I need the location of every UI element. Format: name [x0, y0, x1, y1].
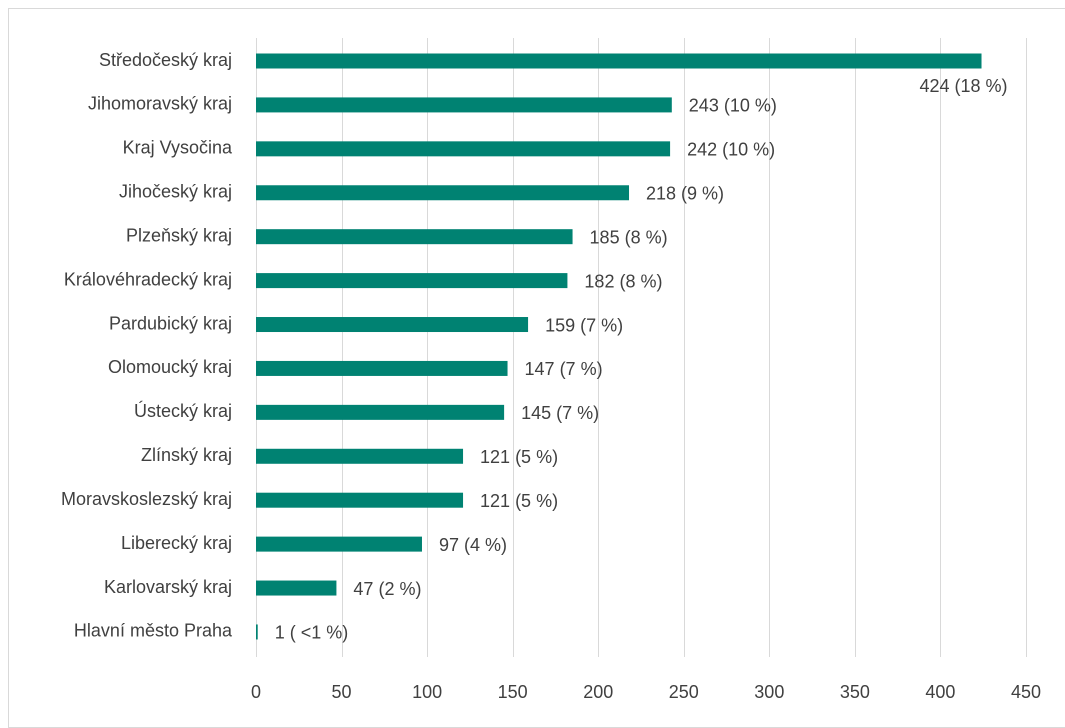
bar: [256, 580, 337, 596]
bars: [256, 53, 982, 640]
data-label: 47 (2 %): [353, 579, 421, 599]
category-label: Pardubický kraj: [109, 313, 232, 333]
data-label: 424 (18 %): [920, 76, 1008, 96]
data-label: 243 (10 %): [689, 96, 777, 116]
bar: [256, 536, 422, 552]
x-tick-label: 450: [1011, 682, 1041, 702]
data-label: 145 (7 %): [521, 403, 599, 423]
bar: [256, 97, 672, 113]
bar: [256, 53, 982, 69]
x-tick-label: 100: [412, 682, 442, 702]
data-label: 159 (7 %): [545, 315, 623, 335]
category-label: Karlovarský kraj: [104, 577, 232, 597]
data-label: 121 (5 %): [480, 491, 558, 511]
category-label: Královéhradecký kraj: [64, 269, 232, 289]
data-label: 182 (8 %): [584, 271, 662, 291]
bar: [256, 404, 505, 420]
x-tick-label: 300: [754, 682, 784, 702]
data-label: 1 ( <1 %): [275, 623, 349, 643]
category-label: Jihomoravský kraj: [88, 94, 232, 114]
category-labels: Středočeský kraj Jihomoravský kraj Kraj Vy…: [61, 50, 233, 641]
data-label: 97 (4 %): [439, 535, 507, 555]
data-label: 218 (9 %): [646, 184, 724, 204]
category-label: Plzeňský kraj: [126, 225, 232, 245]
category-label: Ústecký kraj: [134, 400, 232, 421]
x-tick-label: 350: [840, 682, 870, 702]
x-tick-label: 200: [583, 682, 613, 702]
bar: [256, 141, 671, 157]
bar: [256, 448, 464, 464]
category-label: Hlavní město Praha: [74, 621, 233, 641]
x-axis-tick-labels: 0 50 100 150 200 250 300 350 400 450: [251, 682, 1041, 702]
data-label: 185 (8 %): [590, 227, 668, 247]
data-label: 242 (10 %): [687, 140, 775, 160]
bar: [256, 360, 508, 376]
data-label: 121 (5 %): [480, 447, 558, 467]
bar: [256, 624, 258, 640]
bar: [256, 492, 464, 508]
gridlines: [256, 38, 1027, 657]
bar: [256, 317, 529, 333]
x-tick-label: 150: [498, 682, 528, 702]
x-tick-label: 250: [669, 682, 699, 702]
data-labels: 424 (18 %) 243 (10 %) 242 (10 %) 218 (9 %) 1…: [275, 76, 1008, 643]
bar: [256, 273, 568, 289]
category-label: Liberecký kraj: [121, 533, 232, 553]
x-tick-label: 0: [251, 682, 261, 702]
category-label: Kraj Vysočina: [123, 138, 233, 158]
x-tick-label: 400: [925, 682, 955, 702]
bar: [256, 229, 573, 245]
category-label: Středočeský kraj: [99, 50, 232, 70]
bar: [256, 185, 630, 201]
category-label: Olomoucký kraj: [108, 357, 232, 377]
data-label: 147 (7 %): [525, 359, 603, 379]
category-label: Zlínský kraj: [141, 445, 232, 465]
category-label: Jihočeský kraj: [119, 182, 232, 202]
category-label: Moravskoslezský kraj: [61, 489, 232, 509]
x-tick-label: 50: [332, 682, 352, 702]
